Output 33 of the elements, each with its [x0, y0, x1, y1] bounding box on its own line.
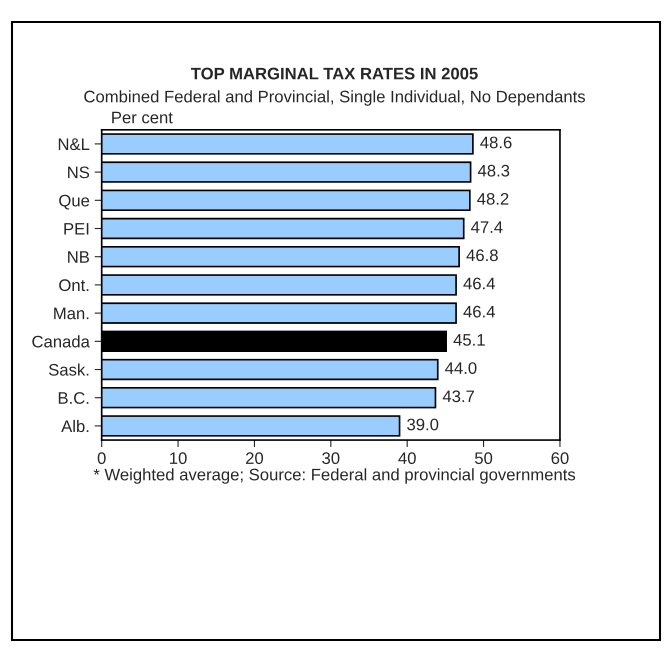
data-label: 43.7: [442, 390, 474, 402]
data-label: 46.8: [466, 249, 498, 262]
data-label: 45.1: [453, 334, 485, 346]
data-label: 47.4: [471, 221, 503, 233]
data-label: 48.6: [480, 136, 512, 148]
y-tick-label: Que: [59, 194, 90, 210]
chart-title: TOP MARGINAL TAX RATES IN 2005: [190, 68, 478, 80]
x-tick-label: 20: [246, 452, 264, 464]
y-tick-label: PEI: [64, 223, 88, 235]
y-tick-label: Sask.: [48, 363, 88, 376]
data-label: 39.0: [407, 418, 438, 430]
chart-subtitle: Combined Federal and Provincial, Single Individual, No Dependants: [84, 90, 585, 106]
y-tick-label: Man.: [54, 308, 88, 320]
x-tick-label: 10: [170, 452, 187, 464]
y-tick-label: Alb.: [61, 420, 88, 432]
x-axis-title: Per cent: [112, 112, 173, 124]
data-label: 44.0: [445, 362, 476, 374]
x-tick-label: 60: [552, 452, 569, 464]
text: * Weighted average; Source: Federal and provincial governments: [94, 468, 576, 484]
data-label: 48.3: [478, 164, 510, 177]
data-label: 46.4: [463, 306, 495, 318]
y-tick-label: B.C.: [58, 392, 88, 404]
x-tick-label: 0: [98, 452, 106, 464]
x-tick-label: 40: [398, 452, 416, 464]
y-tick-label: Canada: [32, 335, 90, 348]
x-tick-label: 30: [322, 452, 340, 464]
y-tick-label: NB: [68, 251, 89, 263]
x-tick-label: 50: [474, 452, 492, 464]
y-tick-label: NS: [68, 166, 90, 178]
y-tick-label: Ont.: [59, 279, 88, 292]
data-label: 48.2: [477, 192, 508, 205]
y-tick-label: N&L: [58, 138, 90, 150]
data-label: 46.4: [463, 278, 495, 290]
